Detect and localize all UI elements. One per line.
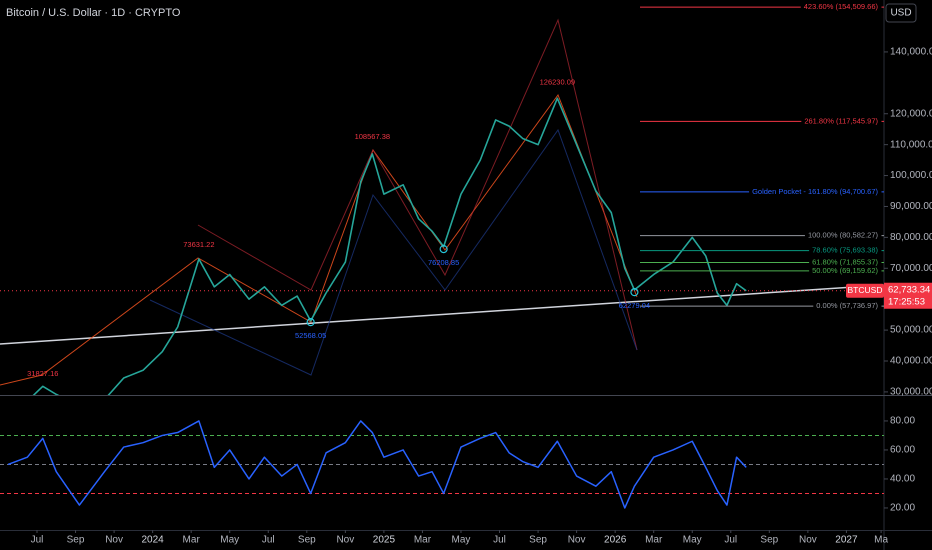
x-tick-label: Nov xyxy=(105,535,123,546)
currency-box[interactable] xyxy=(885,3,917,23)
fib-label: 0.00% (57,736.97) xyxy=(816,301,878,310)
pivot-marker xyxy=(630,288,639,297)
series-line xyxy=(7,420,747,509)
symbol-tag: BTCUSD xyxy=(848,285,883,295)
y-tick-label: 20.00 xyxy=(890,503,915,514)
x-tick-label: Mar xyxy=(645,535,663,546)
zigzag xyxy=(0,93,638,386)
fib-label-bg xyxy=(749,187,882,196)
fib-label: 61.80% (71,855.37) xyxy=(812,258,878,267)
pivot-label: 52568.05 xyxy=(295,331,326,340)
currency[interactable]: USD xyxy=(890,8,911,19)
x-tick-label: Sep xyxy=(529,535,547,546)
x-tick-label: 2026 xyxy=(604,535,627,546)
y-tick-label: 100,000.00 xyxy=(890,170,932,181)
y-tick-label: 70,000.00 xyxy=(890,263,932,274)
x-tick-label: 2027 xyxy=(835,535,858,546)
x-tick-label: Jul xyxy=(262,535,275,546)
x-tick-label: Sep xyxy=(67,535,85,546)
x-tick-label: May xyxy=(220,535,239,546)
y-tick-label: 140,000.00 xyxy=(890,47,932,58)
fib-label-bg xyxy=(809,258,882,267)
y-tick-label: 40.00 xyxy=(890,474,915,485)
fib-label-bg xyxy=(813,302,882,311)
pivot-marker xyxy=(439,244,448,254)
fib-label: 50.00% (69,159.62) xyxy=(812,266,878,275)
x-tick-label: Sep xyxy=(298,535,316,546)
x-tick-label: May xyxy=(452,535,471,546)
y-tick-label: 40,000.00 xyxy=(890,356,932,367)
fib-label: 261.80% (117,545.97) xyxy=(804,116,878,125)
x-tick-label: Nov xyxy=(336,535,354,546)
fib-label-bg xyxy=(804,231,882,240)
x-tick-label: Jul xyxy=(31,535,44,546)
y-tick-label: 80.00 xyxy=(890,416,915,427)
fib-label: Golden Pocket - 161.80% (94,700.67) xyxy=(752,187,878,196)
x-tick-label: Jul xyxy=(724,535,737,546)
x-tick-label: Nov xyxy=(799,535,817,546)
fib-label-bg xyxy=(801,117,882,126)
x-tick-label: Jul xyxy=(493,535,506,546)
pivot-label: 73631.22 xyxy=(183,240,214,249)
fib-label-bg xyxy=(800,3,882,12)
overlay: 30,000.00 40,000.00 50,000.00 70,000.00 80,0… xyxy=(31,47,932,546)
fib-label: 423.60% (154,509.66) xyxy=(804,2,879,11)
x-tick-label: Ma xyxy=(874,535,888,546)
symbol-title: Bitcoin / U.S. Dollar · 1D · CRYPTO xyxy=(6,7,181,19)
y-tick-label: 50,000.00 xyxy=(890,325,932,336)
x-tick-label: Mar xyxy=(183,535,201,546)
x-tick-label: Nov xyxy=(568,535,586,546)
x-tick-label: 2024 xyxy=(142,535,165,546)
price-pane: 423.60% (154,509.66) 261.80% (117,545.97)… xyxy=(0,2,884,395)
countdown: 17:25:53 xyxy=(888,296,925,307)
rsi-pane xyxy=(0,420,884,509)
pivot-label: 62279.04 xyxy=(619,301,650,310)
symbol-tag-bg xyxy=(846,283,884,298)
x-tick-label: Sep xyxy=(760,535,778,546)
trend-line xyxy=(0,284,884,345)
pivot-label: 108567.38 xyxy=(355,132,390,141)
pivot-label: 31827.16 xyxy=(27,369,58,378)
pivot-marker xyxy=(306,318,315,327)
fib-label-bg xyxy=(809,266,882,275)
drawings xyxy=(0,18,884,386)
price-tag-bg xyxy=(884,282,932,309)
y-tick-label: 30,000.00 xyxy=(890,387,932,398)
y-tick-label: 110,000.00 xyxy=(890,139,932,150)
fib-label: 78.60% (75,693.38) xyxy=(812,246,878,255)
y-tick-label: 120,000.00 xyxy=(890,108,932,119)
price-tag: 62,733.34 xyxy=(888,284,930,295)
fib-label-bg xyxy=(809,246,882,255)
pivot-label: 126230.09 xyxy=(540,77,575,86)
fib-label: 100.00% (80,582.27) xyxy=(808,231,879,240)
pivot-label: 76208.85 xyxy=(428,258,459,267)
x-tick-label: May xyxy=(683,535,702,546)
y-tick-label: 90,000.00 xyxy=(890,201,932,212)
x-tick-label: 2025 xyxy=(373,535,396,546)
channel-upper xyxy=(197,18,638,351)
series-line xyxy=(32,97,747,395)
x-tick-label: Mar xyxy=(414,535,432,546)
y-tick-label: 80,000.00 xyxy=(890,232,932,243)
channel-lower xyxy=(149,128,638,376)
y-tick-label: 60.00 xyxy=(890,445,915,456)
